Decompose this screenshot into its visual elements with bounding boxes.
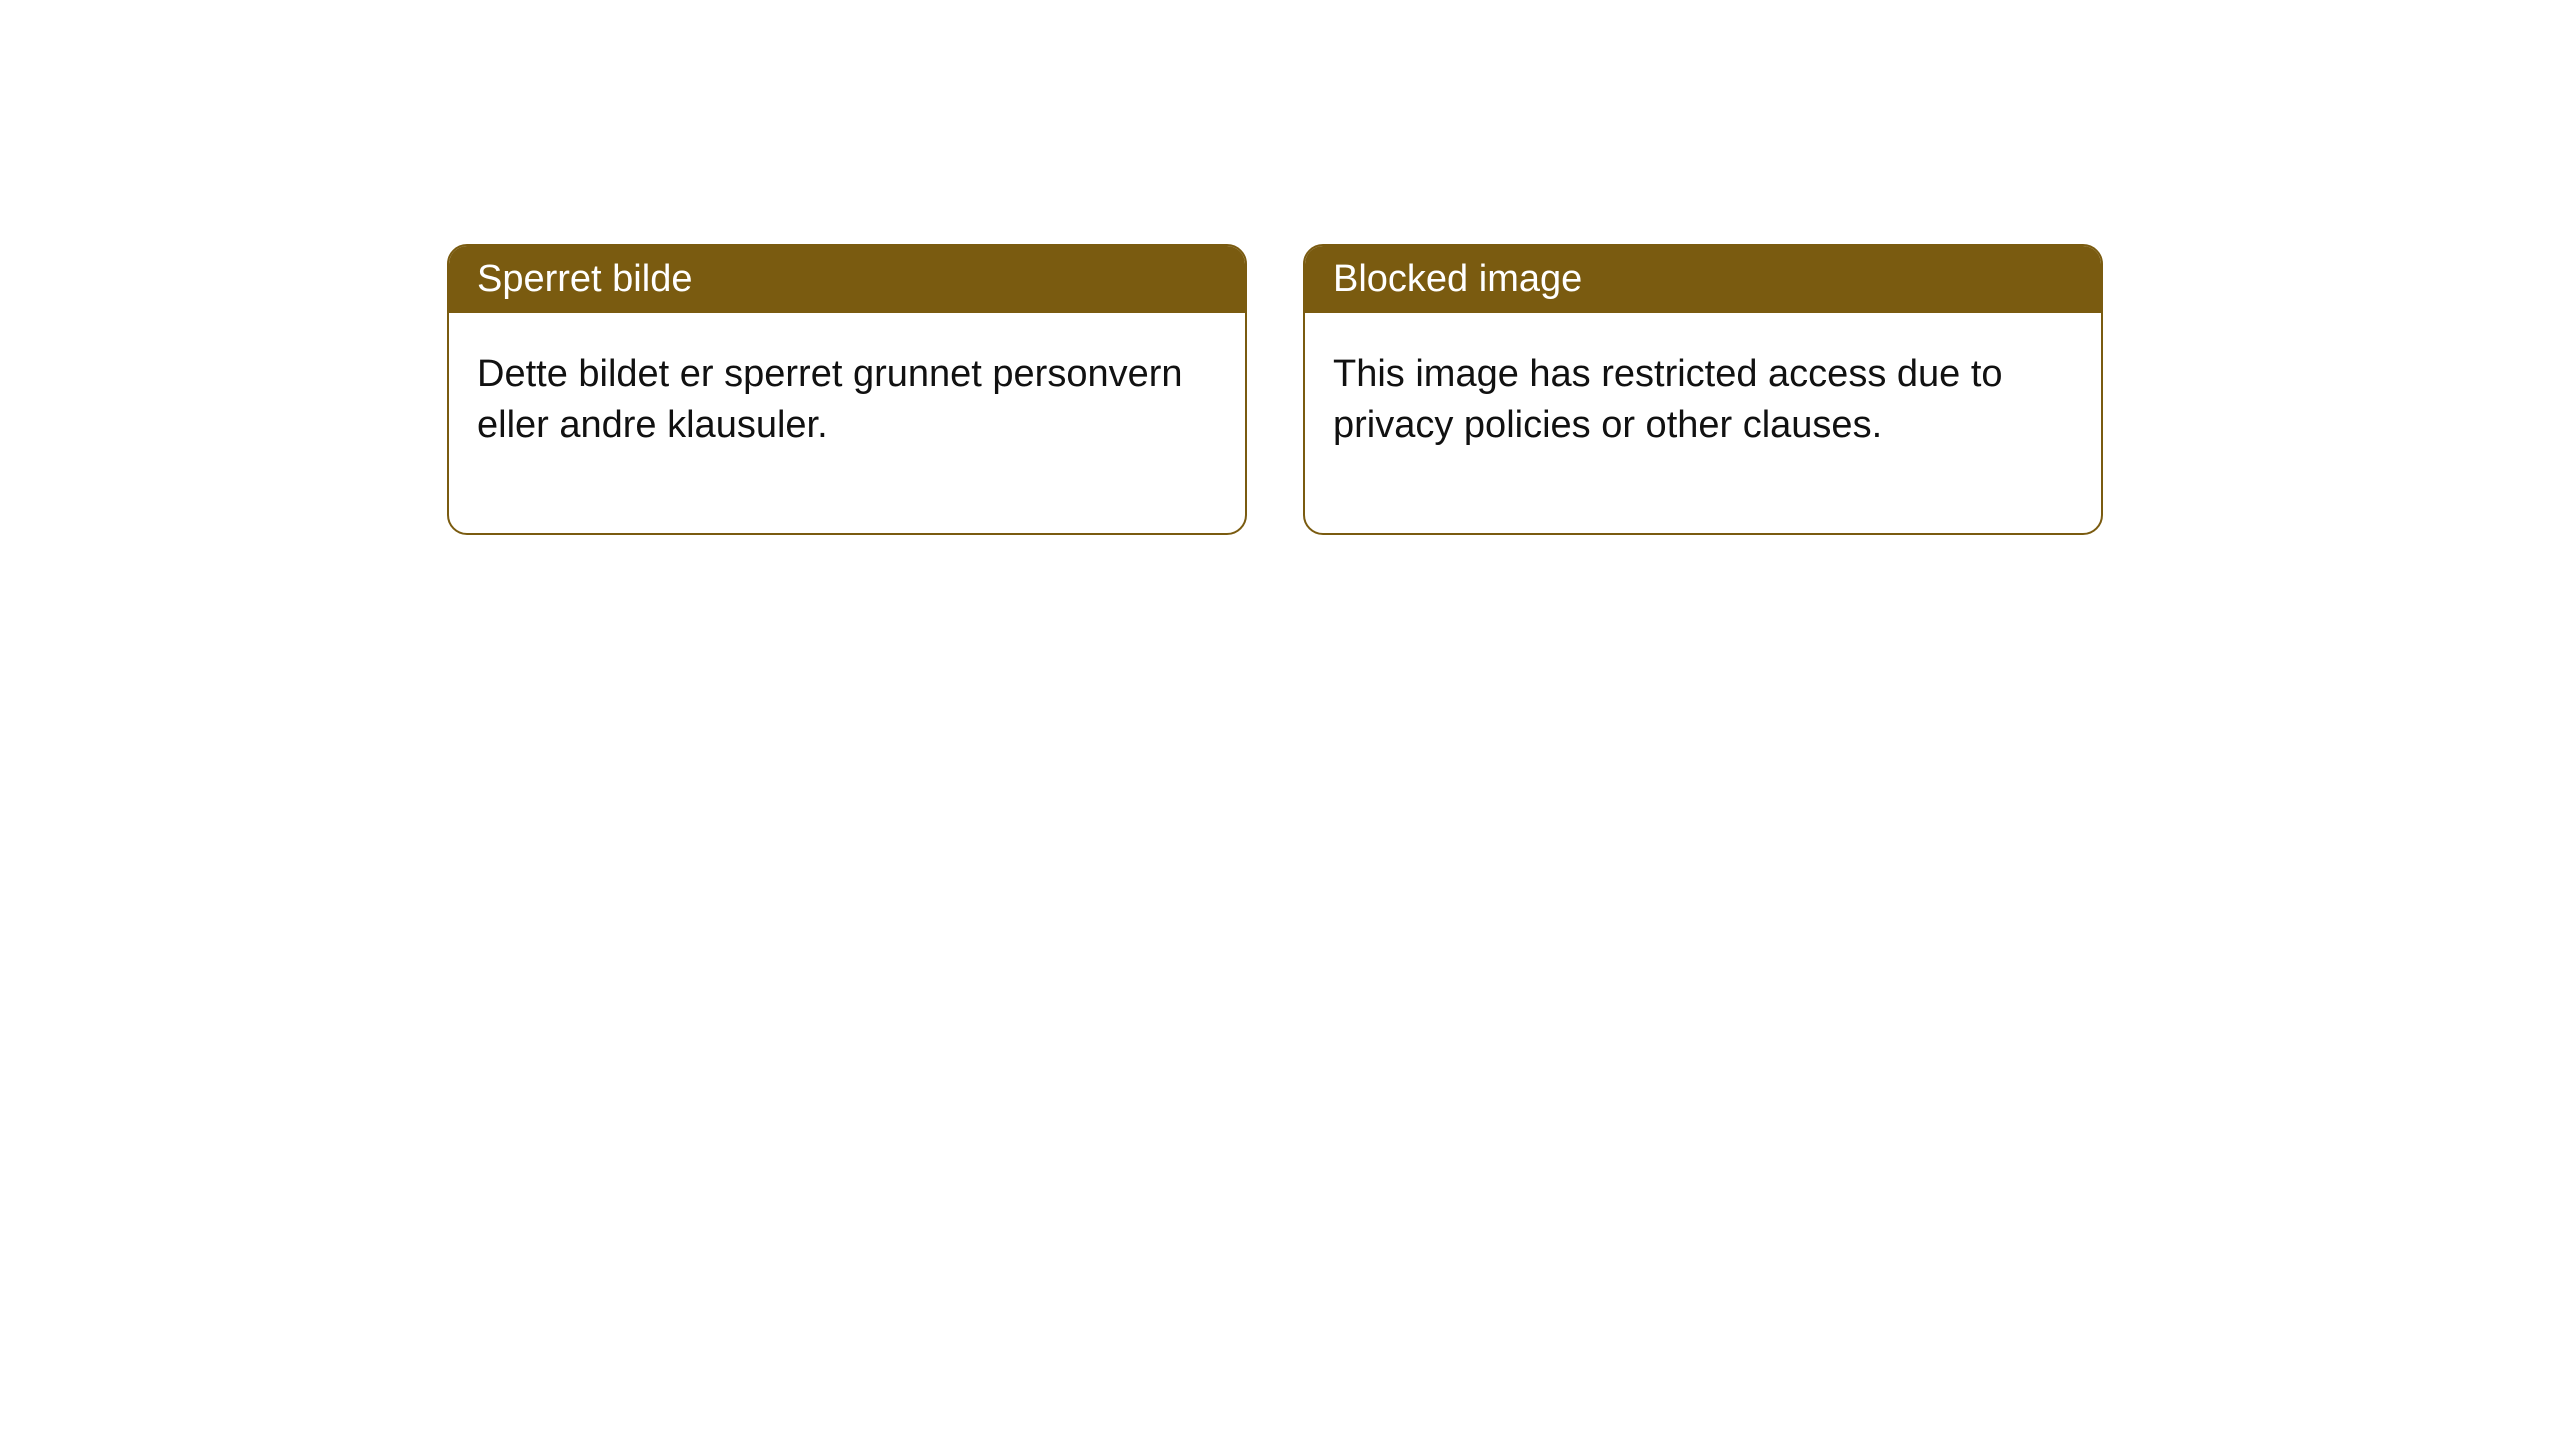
notice-body: Dette bildet er sperret grunnet personve… (449, 313, 1245, 533)
notice-title: Blocked image (1333, 258, 1582, 300)
notice-body-text: Dette bildet er sperret grunnet personve… (477, 353, 1183, 446)
notice-header: Sperret bilde (449, 246, 1245, 313)
notice-card-english: Blocked image This image has restricted … (1303, 244, 2103, 535)
notice-body: This image has restricted access due to … (1305, 313, 2101, 533)
notice-body-text: This image has restricted access due to … (1333, 353, 2003, 446)
notice-header: Blocked image (1305, 246, 2101, 313)
notice-card-norwegian: Sperret bilde Dette bildet er sperret gr… (447, 244, 1247, 535)
notice-title: Sperret bilde (477, 258, 692, 300)
notice-container: Sperret bilde Dette bildet er sperret gr… (447, 244, 2103, 535)
